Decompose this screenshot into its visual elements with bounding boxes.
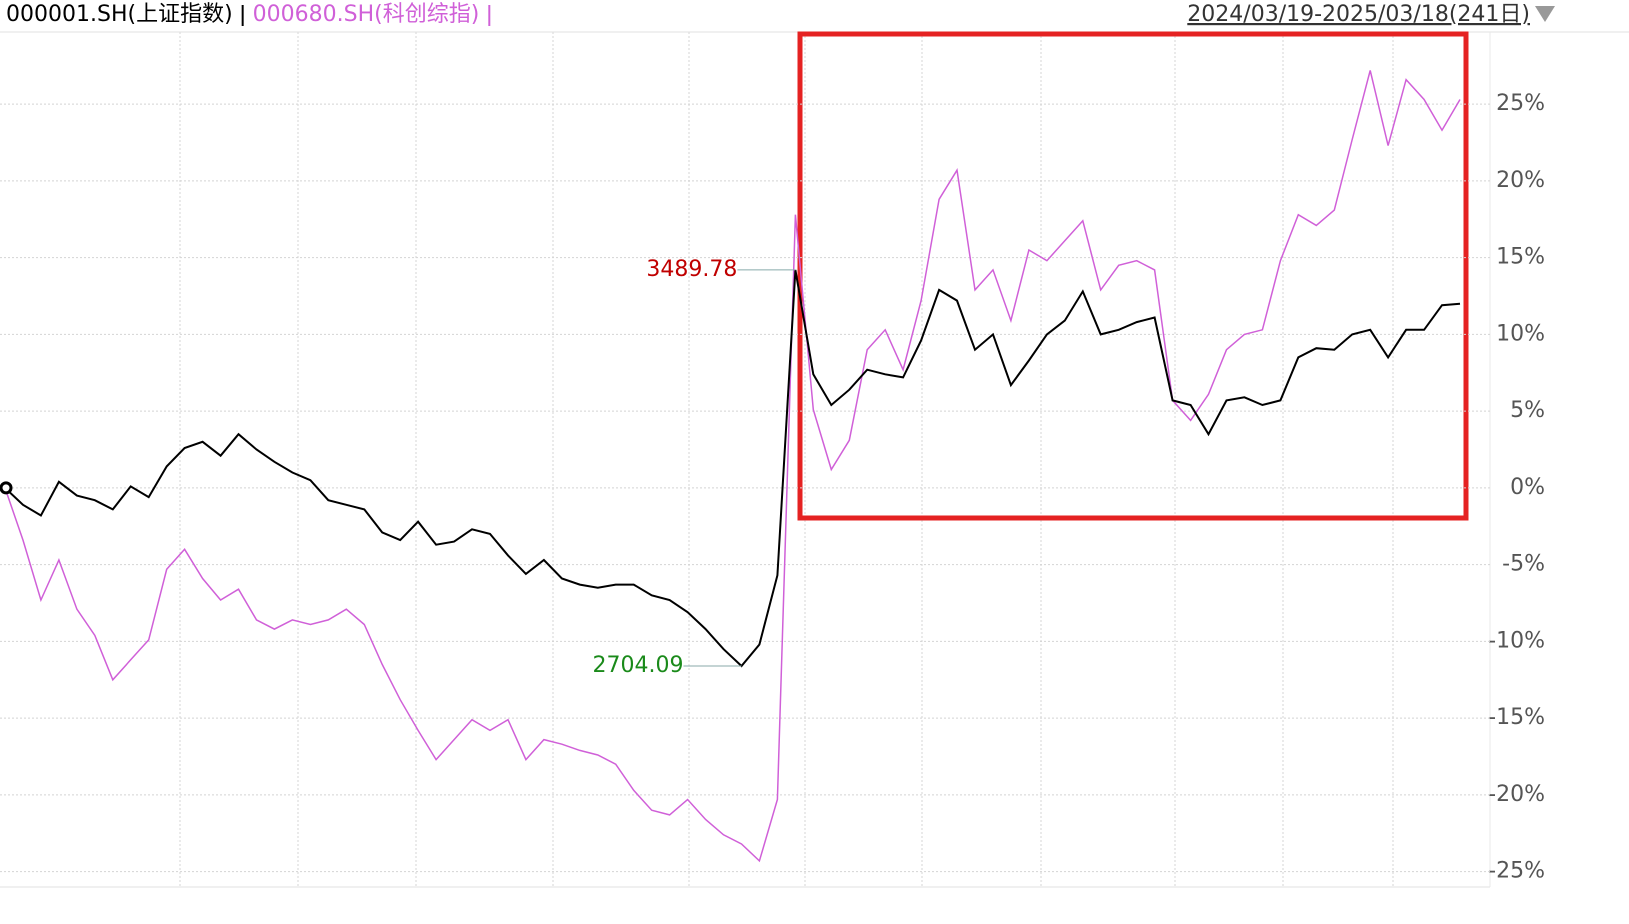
y-tick-label: 5% — [1510, 398, 1545, 423]
date-range[interactable]: 2024/03/19-2025/03/18(241日) — [1187, 2, 1530, 27]
y-tick-label: -10% — [1488, 628, 1545, 653]
legend-label: 000680.SH(科创综指) — [253, 2, 480, 27]
y-tick-label: 10% — [1496, 321, 1545, 346]
y-tick-label: -25% — [1488, 859, 1545, 884]
vertical-grid — [179, 32, 1394, 887]
y-tick-label: -20% — [1488, 782, 1545, 807]
start-marker — [0, 481, 13, 495]
highlight-box — [797, 31, 1469, 521]
annotation: 2704.09 — [592, 653, 683, 678]
y-tick-label: 0% — [1510, 475, 1545, 500]
y-tick-label: 25% — [1496, 91, 1545, 116]
dropdown-icon[interactable] — [1535, 6, 1555, 22]
legend-label: 000001.SH(上证指数) — [6, 2, 233, 27]
y-tick-label: 20% — [1496, 168, 1545, 193]
series-line — [4, 269, 1461, 668]
annotation: 3489.78 — [646, 257, 737, 282]
y-tick-label: -15% — [1488, 705, 1545, 730]
series-line — [4, 70, 1461, 863]
y-tick-label: -5% — [1502, 552, 1545, 577]
y-tick-label: 15% — [1496, 245, 1545, 270]
